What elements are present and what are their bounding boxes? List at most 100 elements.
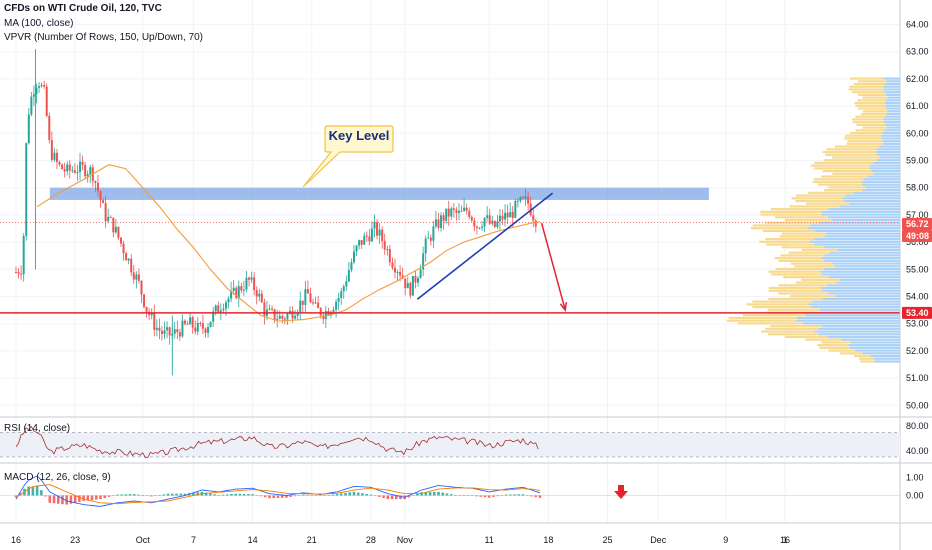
vp-bar-down <box>845 134 882 137</box>
vp-bar-up <box>828 208 900 211</box>
key-level-zone[interactable] <box>49 187 709 200</box>
candle-body <box>534 220 537 227</box>
vp-bar-up <box>883 85 900 88</box>
macd-histogram-bar <box>230 494 233 496</box>
price-tag-support: 53.40 <box>902 306 932 319</box>
candle-body <box>432 226 435 241</box>
time-tick-label: Dec <box>650 535 667 545</box>
vp-bar-down <box>790 295 836 298</box>
candle-body <box>363 235 366 245</box>
price-tick-label: 64.00 <box>906 20 929 30</box>
macd-histogram-bar <box>441 492 445 496</box>
candle-body <box>181 320 184 337</box>
vp-bar-down <box>780 254 825 257</box>
price-tag-current: 56.72 49:08 <box>902 218 932 242</box>
candle-body <box>176 329 179 333</box>
candle-body <box>189 317 192 325</box>
vp-bar-down <box>855 115 885 118</box>
rsi-legend[interactable]: RSI (14, close) <box>4 423 71 434</box>
time-tick-label: 16 <box>11 535 21 545</box>
vp-bar-down <box>813 167 870 170</box>
vp-bar-up <box>819 270 900 273</box>
macd-histogram-bar <box>428 492 432 496</box>
candle-body <box>429 237 432 241</box>
vp-bar-up <box>848 344 900 347</box>
candle-body <box>61 164 64 170</box>
vp-bar-up <box>814 330 900 333</box>
candle-body <box>135 274 138 280</box>
symbol-title[interactable]: CFDs on WTI Crude Oil, 120, TVC <box>4 3 162 14</box>
candle-body <box>324 310 327 320</box>
vp-bar-up <box>821 286 900 290</box>
vp-bar-down <box>813 178 864 181</box>
candle-body <box>201 323 204 329</box>
macd-legend[interactable]: MACD (12, 26, close, 9) <box>4 472 111 483</box>
candle-body <box>353 251 355 263</box>
candle-body <box>291 310 294 319</box>
candle-body <box>312 302 315 304</box>
macd-histogram-bar <box>242 493 246 496</box>
vp-bar-up <box>826 284 900 287</box>
vp-bar-up <box>820 213 900 216</box>
candle-body <box>71 170 74 172</box>
vp-bar-up <box>805 314 900 317</box>
macd-histogram-bar <box>378 495 381 497</box>
vp-bar-down <box>828 349 856 352</box>
vp-bar-up <box>884 123 900 126</box>
macd-histogram-bar <box>78 495 81 502</box>
macd-histogram-bar <box>382 495 385 499</box>
macd-histogram-bar <box>479 495 483 497</box>
vp-bar-up <box>839 205 900 208</box>
time-tick-label: Nov <box>397 535 414 545</box>
candle-body <box>155 327 158 330</box>
vp-bar-up <box>881 134 900 137</box>
time-tick-label: 23 <box>70 535 80 545</box>
macd-histogram-bar <box>61 495 64 505</box>
vp-bar-down <box>760 210 822 213</box>
vp-bar-up <box>802 322 900 325</box>
vp-bar-up <box>849 346 900 349</box>
vp-bar-down <box>822 150 876 154</box>
candle-body <box>373 222 376 229</box>
candle-body <box>452 208 455 210</box>
candle-body <box>417 278 420 283</box>
macd-histogram-bar <box>373 495 377 496</box>
vp-bar-up <box>812 300 900 303</box>
vp-bar-up <box>873 357 900 360</box>
macd-histogram-bar <box>416 493 419 496</box>
candle-body <box>268 308 271 310</box>
candle-body <box>35 87 38 95</box>
vp-bar-up <box>883 77 900 80</box>
candle-body <box>393 267 396 273</box>
candle-body <box>506 212 509 218</box>
time-tick-label: 16 <box>780 535 790 545</box>
arrow-head-icon <box>559 302 568 312</box>
vp-bar-up <box>876 148 900 151</box>
vp-bar-up <box>873 172 900 175</box>
candle-body <box>271 308 274 310</box>
vp-bar-down <box>794 265 835 268</box>
candle-body <box>304 289 307 305</box>
candle-body <box>127 258 130 261</box>
macd-histogram-bar <box>141 495 145 496</box>
macd-histogram-bar <box>293 495 297 497</box>
candle-body <box>276 318 279 320</box>
macd-histogram-bar <box>331 494 335 496</box>
price-tick-label: 57.00 <box>906 210 929 220</box>
candle-body <box>253 277 256 291</box>
projection-arrow[interactable] <box>540 222 568 312</box>
vp-bar-down <box>857 107 886 110</box>
ascending-trendline[interactable] <box>416 192 554 300</box>
candle-body <box>232 287 235 291</box>
vpvr-legend[interactable]: VPVR (Number Of Rows, 150, Up/Down, 70) <box>4 32 203 43</box>
candle-body <box>493 220 496 227</box>
key-level-callout[interactable]: Key Level <box>302 125 394 188</box>
candle-body <box>473 220 476 227</box>
time-tick-label: 9 <box>723 535 728 545</box>
vp-bar-down <box>862 96 888 99</box>
macd-histogram-bar <box>327 495 330 496</box>
macd-histogram-bar <box>31 487 35 496</box>
ma-legend[interactable]: MA (100, close) <box>4 18 74 29</box>
vp-bar-up <box>834 265 900 268</box>
